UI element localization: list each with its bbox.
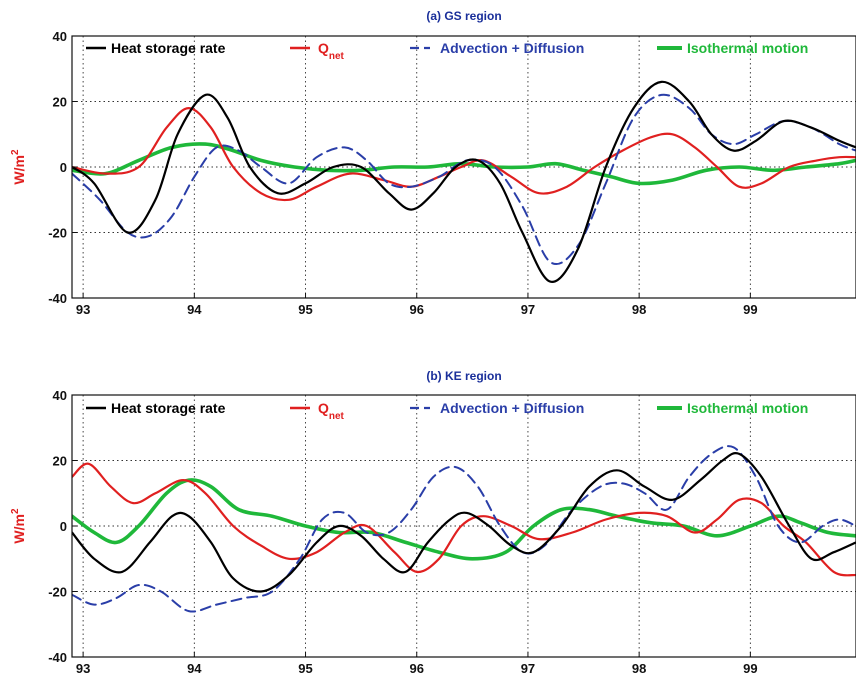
y-tick-label: -20 — [48, 585, 67, 600]
x-tick-label: 97 — [521, 661, 535, 676]
x-tick-label: 94 — [187, 661, 202, 676]
series-line-heat-storage-rate — [72, 80, 856, 283]
series-line-isothermal-motion — [72, 478, 856, 561]
legend-label: Heat storage rate — [111, 40, 226, 56]
y-tick-label: 40 — [53, 29, 67, 44]
series-line-advection-diffusion — [72, 93, 856, 266]
legend-label: Advection + Diffusion — [440, 40, 584, 56]
legend-label: Isothermal motion — [687, 400, 808, 416]
x-tick-label: 96 — [410, 661, 424, 676]
x-tick-label: 94 — [187, 302, 202, 317]
panel-ke-region: (b) KE region 93 94 95 96 97 98 99 -40 -20 0 20 40 W/… — [10, 369, 856, 676]
grid-lines — [72, 395, 856, 657]
y-tick-label: -40 — [48, 650, 67, 665]
y-tick-label: 20 — [53, 95, 67, 110]
legend-label: Qnet — [318, 40, 345, 62]
series-line-advection-diffusion — [72, 445, 856, 613]
series-line-heat-storage-rate — [72, 452, 856, 593]
legend-label: Advection + Diffusion — [440, 400, 584, 416]
x-tick-label: 97 — [521, 302, 535, 317]
chart-title: (a) GS region — [426, 9, 501, 23]
chart-title: (b) KE region — [426, 369, 501, 383]
x-tick-label: 98 — [632, 661, 646, 676]
legend-label: Heat storage rate — [111, 400, 226, 416]
series-line-q — [72, 462, 856, 577]
y-tick-label: -20 — [48, 226, 67, 241]
y-axis-label: W/m2 — [10, 508, 27, 544]
panel-gs-region: (a) GS region 93 94 95 96 97 98 99 -40 -20 0 20 40 W/… — [10, 9, 856, 317]
y-tick-label: -40 — [48, 291, 67, 306]
x-tick-label: 95 — [298, 302, 312, 317]
legend: Heat storage rate Qnet Advection + Diffusi… — [86, 40, 808, 62]
y-tick-label: 0 — [60, 519, 67, 534]
y-tick-label: 40 — [53, 388, 67, 403]
x-tick-label: 93 — [76, 302, 90, 317]
x-tick-label: 99 — [743, 302, 757, 317]
x-tick-label: 99 — [743, 661, 757, 676]
x-tick-label: 93 — [76, 661, 90, 676]
x-tick-label: 96 — [410, 302, 424, 317]
series-lines — [72, 80, 856, 283]
y-axis-label: W/m2 — [10, 149, 27, 185]
y-tick-label: 0 — [60, 160, 67, 175]
legend-label: Qnet — [318, 400, 345, 422]
series-line-isothermal-motion — [72, 142, 856, 186]
series-lines — [72, 445, 856, 613]
y-tick-label: 20 — [53, 454, 67, 469]
legend: Heat storage rate Qnet Advection + Diffusi… — [86, 400, 808, 422]
x-tick-label: 98 — [632, 302, 646, 317]
x-tick-label: 95 — [298, 661, 312, 676]
legend-label: Isothermal motion — [687, 40, 808, 56]
